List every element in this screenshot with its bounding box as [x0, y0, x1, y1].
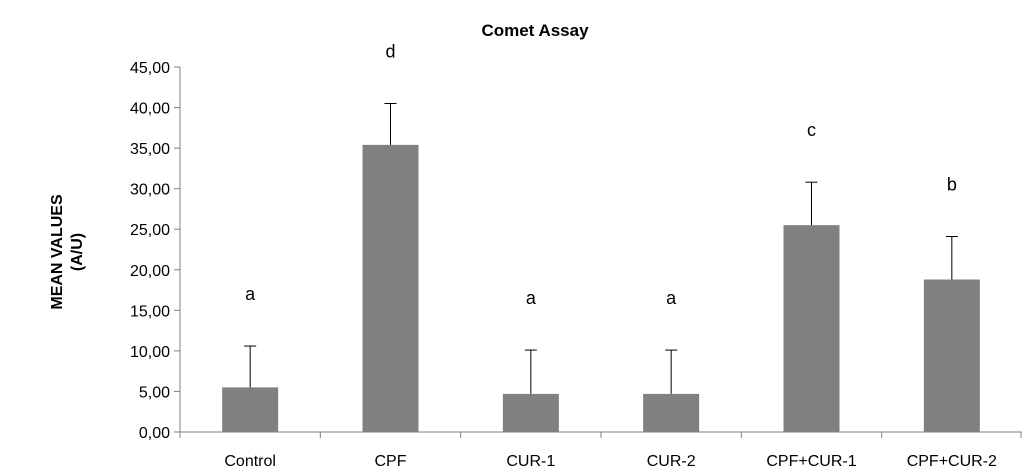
significance-letters: a d a a c b — [245, 42, 957, 309]
y-tick-label: 40,00 — [130, 101, 170, 118]
bar — [502, 393, 559, 432]
significance-letter: c — [807, 120, 816, 140]
y-tick-label: 20,00 — [130, 263, 170, 280]
x-tick-label: CPF — [375, 453, 407, 470]
x-tick-label: CPF+CUR-1 — [766, 453, 856, 470]
y-axis-label-line-2: (A/U) — [69, 233, 86, 271]
bar — [923, 279, 980, 432]
significance-letter: a — [245, 284, 256, 304]
bar — [643, 393, 700, 432]
bars — [222, 144, 980, 432]
y-tick-label: 45,00 — [130, 60, 170, 77]
x-axis: Control CPF CUR-1 CUR-2 CPF+CUR-1 CPF+CUR-2 — [179, 431, 1022, 470]
y-tick-label: 15,00 — [130, 303, 170, 320]
y-tick-label: 5,00 — [139, 384, 170, 401]
y-tick-label: 10,00 — [130, 344, 170, 361]
y-axis-label-line-1: MEAN VALUES — [49, 194, 66, 310]
bar — [362, 144, 419, 432]
bar — [783, 225, 840, 432]
y-tick-label: 0,00 — [139, 425, 170, 442]
x-tick-label: CPF+CUR-2 — [907, 453, 997, 470]
x-tick-label: CUR-1 — [506, 453, 555, 470]
significance-letter: a — [666, 288, 677, 308]
y-tick-label: 35,00 — [130, 141, 170, 158]
significance-letter: d — [385, 42, 395, 62]
significance-letter: a — [526, 288, 537, 308]
y-tick-label: 30,00 — [130, 182, 170, 199]
y-axis: 0,00 5,00 10,00 15,00 20,00 25,00 30,00 35,00 40… — [130, 60, 181, 442]
significance-letter: b — [947, 175, 957, 195]
x-tick-label: Control — [224, 453, 276, 470]
bar — [222, 387, 279, 432]
y-tick-label: 25,00 — [130, 222, 170, 239]
x-tick-label: CUR-2 — [647, 453, 696, 470]
error-bars — [244, 103, 958, 394]
chart-title: Comet Assay — [481, 21, 589, 40]
